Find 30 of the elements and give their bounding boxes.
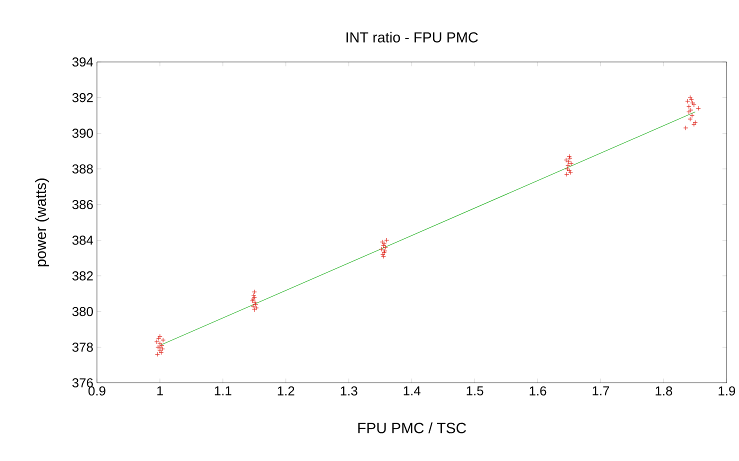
x-tick-label: 1 bbox=[157, 386, 163, 396]
y-axis-title: power (watts) bbox=[35, 178, 50, 266]
point bbox=[566, 162, 570, 168]
y-tick-label: 386 bbox=[72, 200, 93, 210]
x-axis-title: FPU PMC / TSC bbox=[358, 422, 466, 434]
x-tick-label: 1.5 bbox=[466, 386, 484, 396]
chart-title: INT ratio - FPU PMC bbox=[346, 32, 478, 43]
x-tick-label: 1.6 bbox=[530, 386, 546, 396]
point bbox=[690, 113, 695, 118]
x-tick-label: 1.1 bbox=[214, 386, 232, 396]
y-tick-label: 388 bbox=[72, 164, 93, 174]
y-tick-label: 378 bbox=[72, 342, 93, 352]
y-tick-label: 376 bbox=[72, 378, 93, 388]
y-tick-label: 384 bbox=[72, 236, 94, 245]
point bbox=[564, 158, 569, 163]
y-tick-label: 380 bbox=[72, 307, 93, 316]
y-tick-label: 392 bbox=[72, 93, 93, 102]
x-tick-label: 1.9 bbox=[718, 386, 736, 396]
point bbox=[160, 346, 165, 352]
x-tick-label: 0.9 bbox=[88, 386, 106, 396]
point bbox=[688, 116, 693, 122]
x-tick-label: 1.8 bbox=[656, 386, 672, 396]
y-tick-label: 390 bbox=[72, 128, 93, 138]
x-tick-label: 1.2 bbox=[278, 386, 294, 396]
y-tick-label: 394 bbox=[72, 57, 94, 67]
x-tick-label: 1.3 bbox=[340, 386, 358, 396]
y-tick-label: 382 bbox=[72, 271, 93, 281]
x-tick-label: 1.7 bbox=[592, 386, 610, 396]
x-tick-label: 1.4 bbox=[404, 386, 420, 396]
point bbox=[686, 104, 692, 110]
